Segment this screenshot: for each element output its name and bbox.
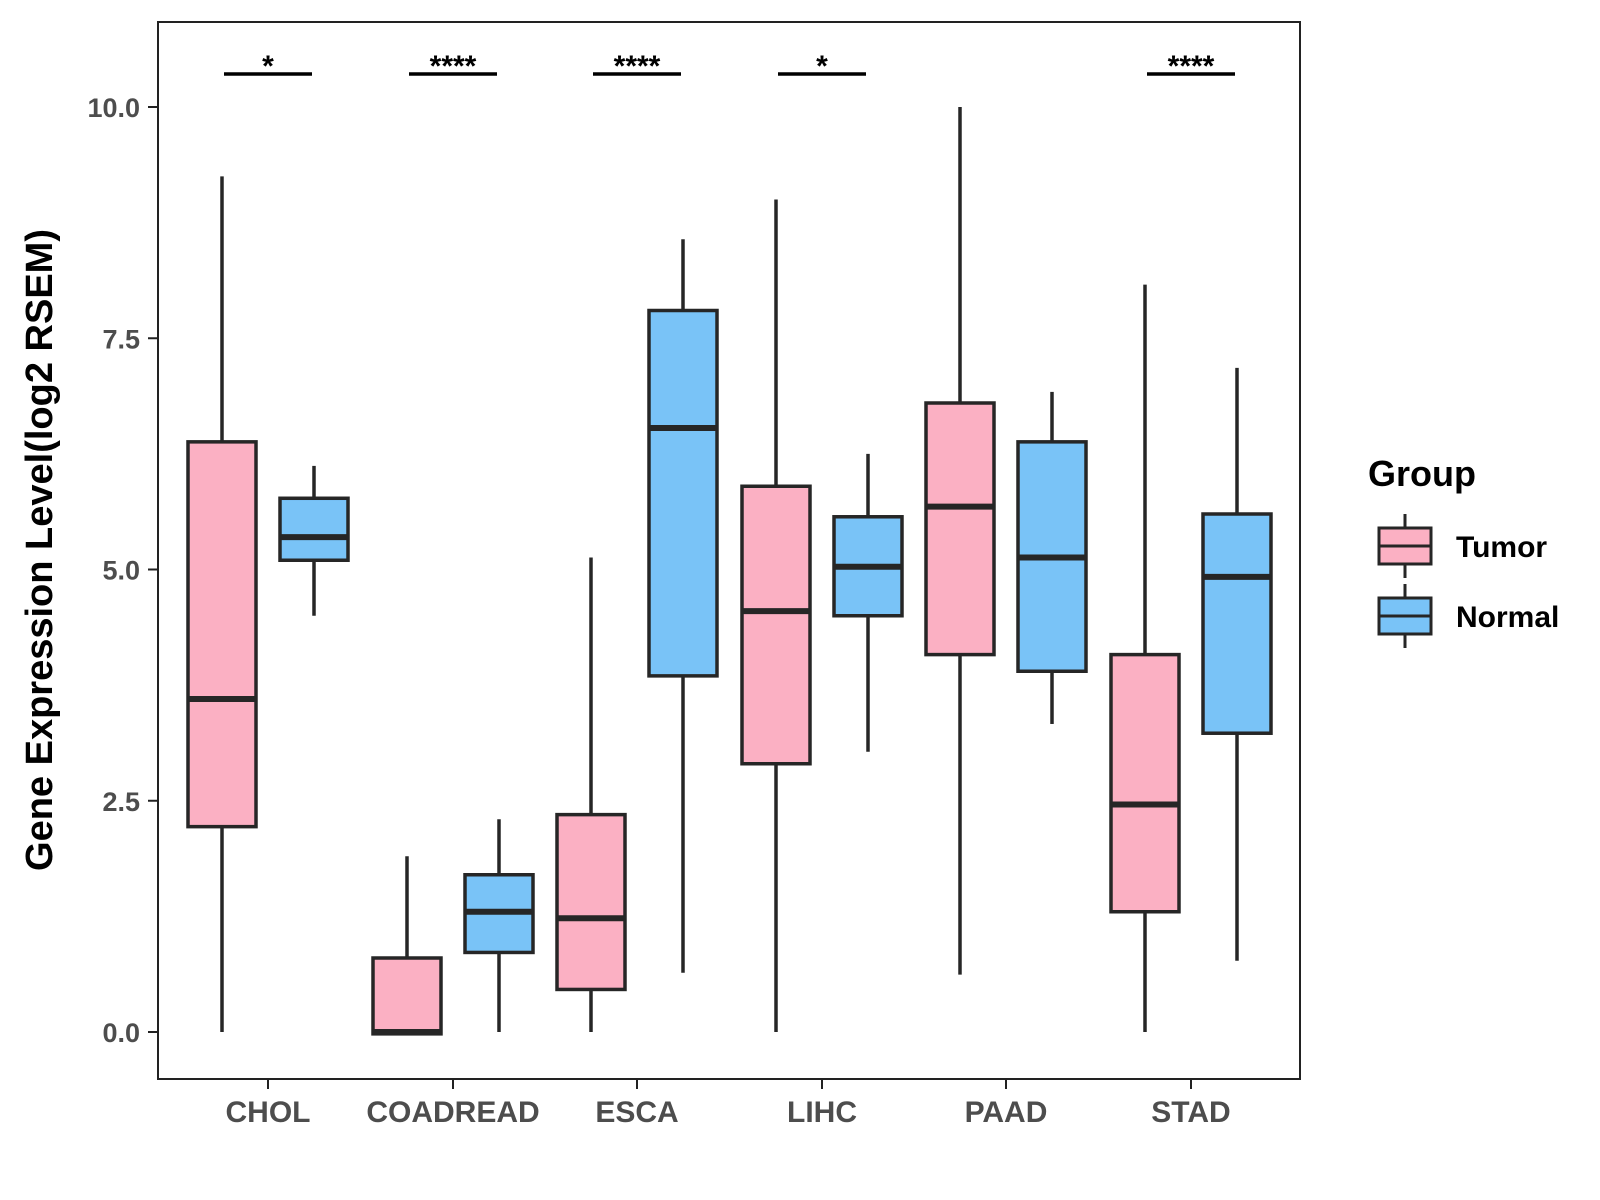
legend-label: Normal — [1456, 601, 1559, 634]
box-tumor-stad — [1109, 284, 1181, 1032]
significance-coadread: **** — [409, 50, 497, 83]
box-iqr — [740, 484, 812, 766]
y-tick-label: 2.5 — [102, 787, 140, 817]
box-iqr — [371, 956, 443, 1036]
significance-chol: * — [224, 50, 312, 83]
box-iqr — [647, 308, 719, 678]
box-tumor-chol — [186, 176, 258, 1032]
legend-title: Group — [1368, 453, 1476, 494]
x-tick-label: PAAD — [965, 1096, 1048, 1129]
legend-label: Tumor — [1456, 531, 1547, 564]
box-normal-esca — [647, 239, 719, 973]
box-normal-paad — [1016, 391, 1088, 724]
x-tick-label: ESCA — [595, 1096, 678, 1129]
box-normal-coadread — [463, 819, 535, 1032]
y-tick-label: 5.0 — [102, 556, 140, 586]
legend: Group Tumor Normal — [1368, 453, 1559, 648]
box-iqr — [278, 496, 350, 562]
significance-label: * — [262, 50, 274, 83]
y-tick-label: 10.0 — [87, 93, 140, 123]
y-axis-title: Gene Expression Level(log2 RSEM) — [19, 229, 61, 871]
y-tick-label: 0.0 — [102, 1018, 140, 1048]
box-normal-chol — [278, 465, 350, 616]
x-tick-label: STAD — [1151, 1096, 1230, 1129]
y-tick-label: 7.5 — [102, 324, 140, 354]
box-iqr — [1201, 512, 1273, 735]
box-tumor-paad — [924, 107, 996, 975]
box-iqr — [924, 401, 996, 657]
significance-esca: **** — [593, 50, 681, 83]
x-tick-label: CHOL — [226, 1096, 311, 1129]
box-iqr — [186, 440, 258, 829]
significance-lihc: * — [778, 50, 866, 83]
legend-item-tumor: Tumor — [1377, 514, 1547, 578]
box-tumor-coadread — [371, 856, 443, 1036]
significance-label: **** — [430, 50, 477, 83]
box-normal-stad — [1201, 367, 1273, 961]
legend-item-normal: Normal — [1377, 584, 1559, 648]
box-tumor-esca — [555, 557, 627, 1032]
box-iqr — [555, 812, 627, 992]
x-tick-label: LIHC — [787, 1096, 857, 1129]
x-tick-label: COADREAD — [366, 1096, 539, 1129]
significance-label: * — [816, 50, 828, 83]
box-normal-lihc — [832, 453, 904, 752]
box-tumor-lihc — [740, 199, 812, 1032]
box-iqr — [1109, 652, 1181, 914]
significance-label: **** — [1168, 50, 1215, 83]
significance-stad: **** — [1147, 50, 1235, 83]
significance-label: **** — [614, 50, 661, 83]
